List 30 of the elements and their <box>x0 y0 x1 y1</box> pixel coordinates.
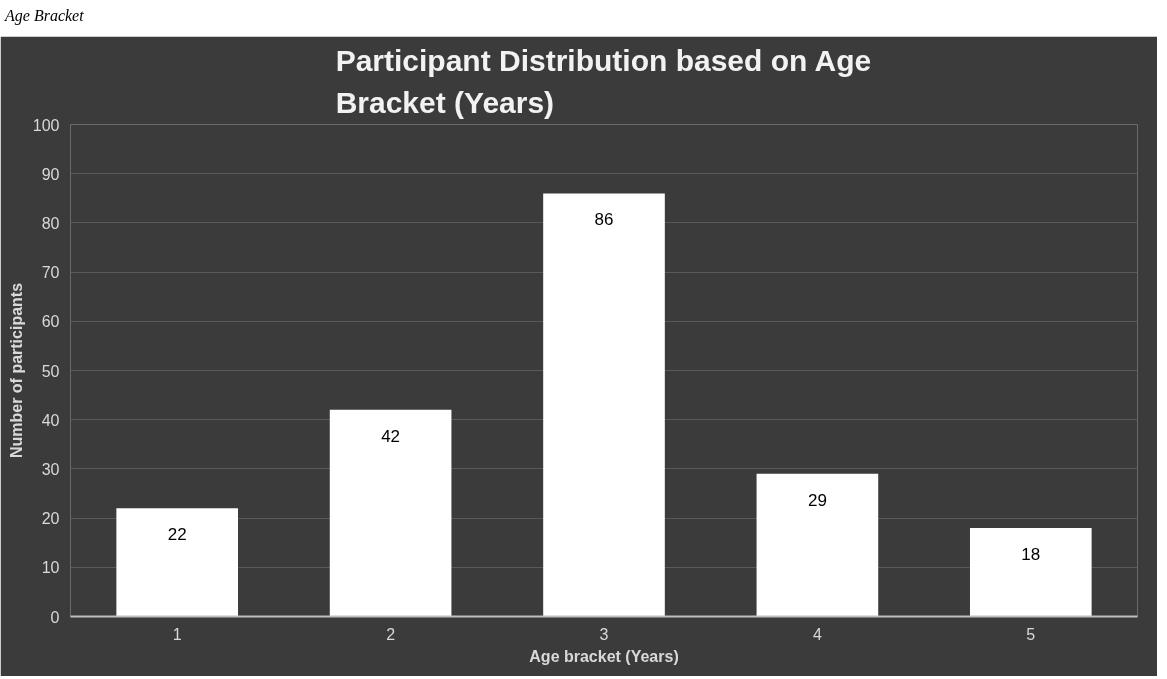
chart-title: Participant Distribution based on Age Bracket (Years) <box>335 43 872 120</box>
y-tick-label: 90 <box>41 165 60 183</box>
data-label: 18 <box>1021 544 1041 564</box>
y-tick-label: 0 <box>50 608 60 626</box>
x-tick-label: 1 <box>172 625 182 643</box>
y-tick-label: 60 <box>41 313 60 331</box>
x-tick-label: 3 <box>599 625 609 643</box>
y-tick-label: 70 <box>41 264 60 282</box>
x-tick-label: 4 <box>812 625 822 643</box>
y-tick-label: 30 <box>41 460 60 478</box>
bar <box>543 193 665 617</box>
data-label: 29 <box>807 490 827 510</box>
x-axis-title: Age bracket (Years) <box>529 647 679 665</box>
bar <box>756 473 879 617</box>
text: Age Bracket <box>5 6 84 27</box>
data-label: 86 <box>594 210 614 230</box>
y-tick-label: 50 <box>41 362 60 380</box>
y-tick-label: 10 <box>41 559 60 577</box>
y-tick-label: 20 <box>41 510 60 528</box>
x-tick-label: 5 <box>1026 625 1036 643</box>
bar <box>969 527 1092 617</box>
bar <box>329 409 452 617</box>
y-tick-label: 40 <box>41 411 60 429</box>
y-tick-label: 100 <box>32 116 60 134</box>
x-tick-label: 2 <box>386 625 396 643</box>
y-axis-title: Number of participants <box>7 282 25 459</box>
bar <box>116 508 239 617</box>
data-label: 42 <box>381 426 401 446</box>
data-label: 22 <box>167 525 187 545</box>
y-tick-label: 80 <box>41 214 60 232</box>
